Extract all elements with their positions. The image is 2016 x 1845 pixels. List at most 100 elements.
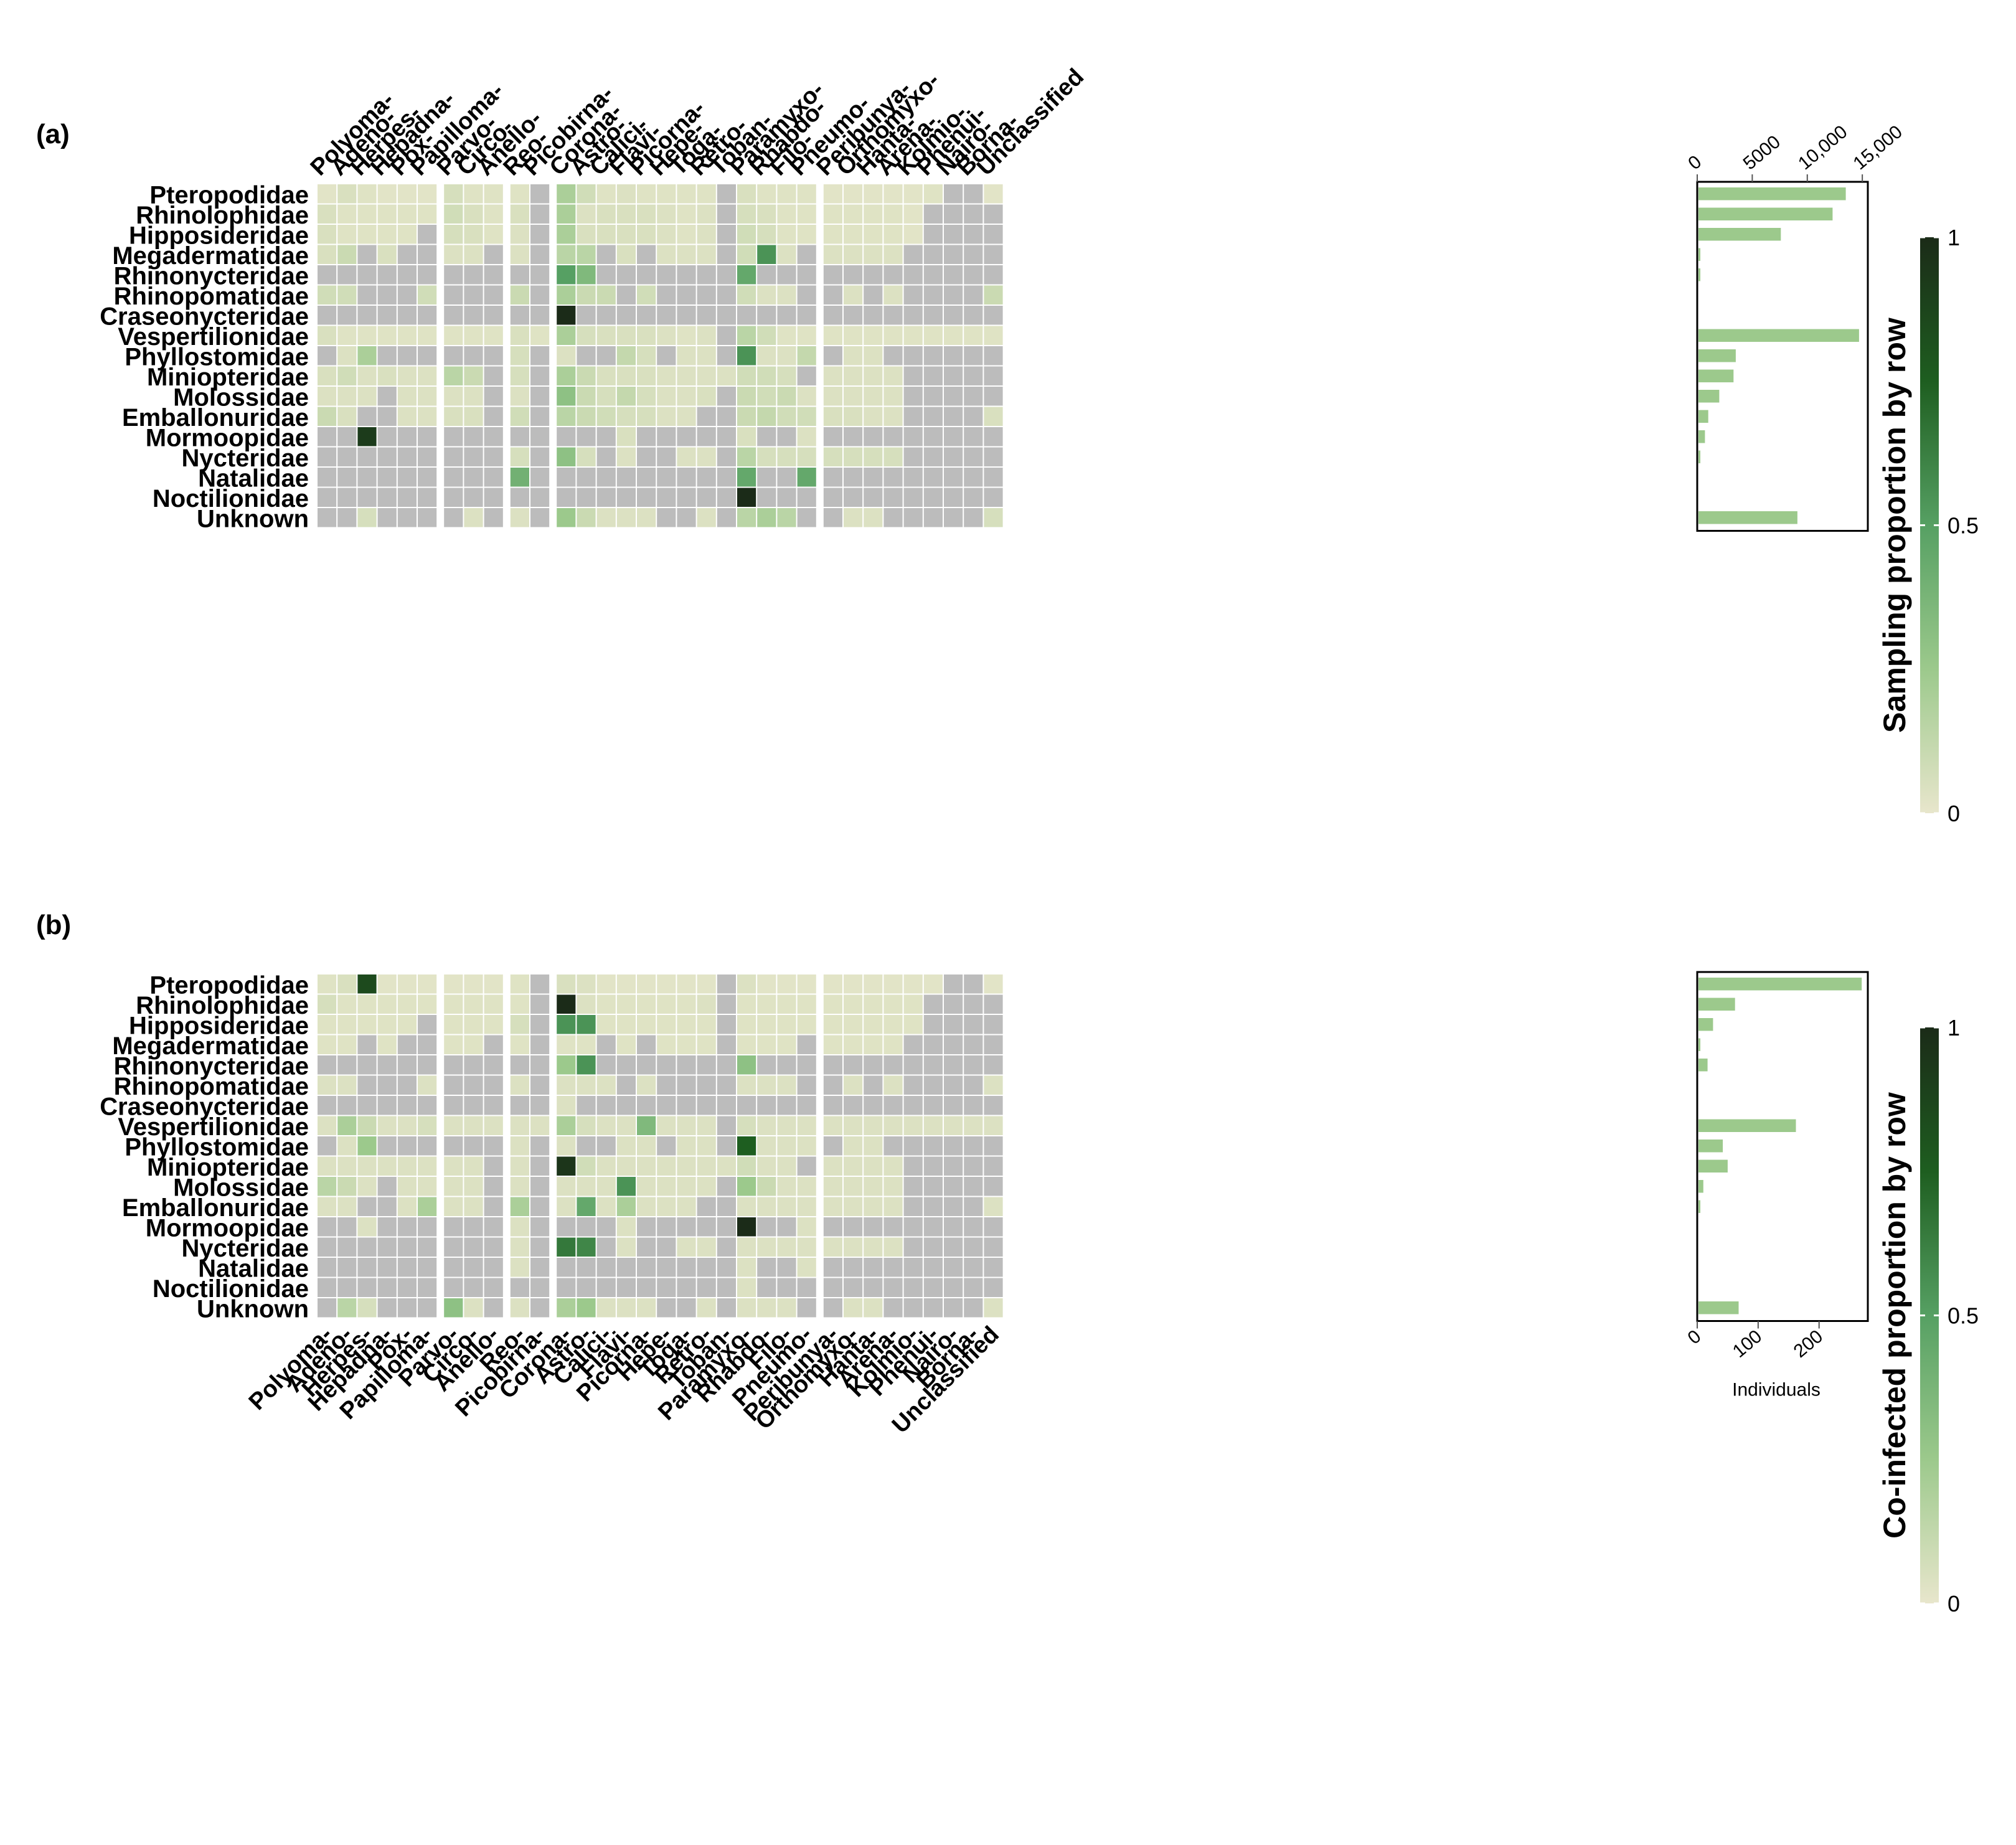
heatmap-cell (510, 326, 529, 345)
heatmap-cell (984, 468, 1003, 487)
heatmap-cell (883, 488, 903, 507)
heatmap-cell (318, 427, 337, 446)
heatmap-cell (637, 1015, 656, 1034)
heatmap-cell (823, 225, 842, 244)
heatmap-cell (677, 1136, 696, 1156)
heatmap-cell (777, 1116, 796, 1135)
heatmap-cell (337, 468, 357, 487)
heatmap-cell (757, 326, 776, 345)
heatmap-cell (823, 1096, 842, 1115)
bar (1698, 187, 1846, 201)
heatmap-cell (418, 204, 437, 224)
heatmap-cell (964, 1035, 983, 1054)
heatmap-cell (964, 488, 983, 507)
heatmap-cell (530, 508, 550, 527)
heatmap-cell (596, 1278, 616, 1297)
heatmap-cell (677, 285, 696, 304)
heatmap-cell (397, 994, 417, 1014)
heatmap-cell (903, 326, 923, 345)
row-label: Hipposideridae (129, 1012, 309, 1039)
heatmap-cell (464, 1278, 483, 1297)
heatmap-cell (823, 468, 842, 487)
heatmap-cell (637, 204, 656, 224)
bar (1698, 349, 1736, 362)
heatmap-cell (944, 427, 963, 446)
heatmap-cell (510, 184, 529, 204)
heatmap-cell (823, 1136, 842, 1156)
heatmap-cell (616, 366, 636, 385)
heatmap-cell (657, 508, 676, 527)
heatmap-cell (964, 1177, 983, 1196)
heatmap-cell (844, 407, 863, 426)
bar-axis-tick-label: 200 (1790, 1326, 1827, 1362)
heatmap-cell (797, 508, 816, 527)
heatmap-cell (797, 1035, 816, 1054)
heatmap-cell (596, 1116, 616, 1135)
heatmap-cell (637, 366, 656, 385)
heatmap-cell (964, 994, 983, 1014)
heatmap-cell (737, 407, 756, 426)
heatmap-cell (510, 488, 529, 507)
heatmap-cell (397, 326, 417, 345)
heatmap-cell (823, 1217, 842, 1237)
heatmap-cell (717, 265, 736, 285)
heatmap-cell (337, 1015, 357, 1034)
heatmap-cell (777, 1237, 796, 1257)
heatmap-cell (637, 1136, 656, 1156)
heatmap-cell (357, 468, 377, 487)
heatmap-cell (823, 407, 842, 426)
heatmap-cell (697, 994, 716, 1014)
heatmap-cell (530, 1075, 550, 1095)
heatmap-cell (757, 407, 776, 426)
row-label: Pteropodidae (149, 181, 309, 209)
heatmap-cell (823, 974, 842, 994)
heatmap-cell (484, 204, 503, 224)
heatmap-cell (464, 1156, 483, 1176)
heatmap-cell (510, 265, 529, 285)
heatmap-cell (777, 1096, 796, 1115)
heatmap-cell (717, 204, 736, 224)
heatmap-cell (717, 245, 736, 264)
heatmap-cell (557, 265, 576, 285)
heatmap-cell (717, 1136, 736, 1156)
heatmap-cell (944, 366, 963, 385)
heatmap-cell (557, 1298, 576, 1318)
heatmap-cell (418, 387, 437, 406)
bar (1698, 1200, 1700, 1213)
heatmap-cell (944, 1136, 963, 1156)
bar (1698, 1140, 1723, 1153)
heatmap-cell (616, 407, 636, 426)
heatmap-cell (844, 1116, 863, 1135)
heatmap-cell (484, 488, 503, 507)
heatmap-cell (757, 1278, 776, 1297)
heatmap-cell (444, 1096, 463, 1115)
heatmap-cell (557, 245, 576, 264)
heatmap-cell (903, 1156, 923, 1176)
heatmap-cell (637, 1237, 656, 1257)
heatmap-cell (596, 1075, 616, 1095)
row-label: Pteropodidae (149, 971, 309, 999)
heatmap-cell (964, 1298, 983, 1318)
heatmap-cell (737, 1156, 756, 1176)
heatmap-cell (337, 1075, 357, 1095)
heatmap-cell (444, 387, 463, 406)
heatmap-cell (717, 1116, 736, 1135)
heatmap-cell (984, 225, 1003, 244)
heatmap-cell (577, 326, 596, 345)
heatmap-cell (823, 1298, 842, 1318)
heatmap-cell (737, 1177, 756, 1196)
heatmap-cell (883, 285, 903, 304)
heatmap-cell (797, 346, 816, 366)
heatmap-cell (337, 1035, 357, 1054)
heatmap-cell (596, 1055, 616, 1075)
heatmap-cell (823, 1177, 842, 1196)
heatmap-cell (444, 1237, 463, 1257)
heatmap-cell (944, 245, 963, 264)
heatmap-cell (418, 407, 437, 426)
heatmap-cell (844, 447, 863, 466)
heatmap-cell (357, 1096, 377, 1115)
heatmap-cell (757, 1197, 776, 1216)
heatmap-cell (510, 447, 529, 466)
heatmap-cell (883, 1298, 903, 1318)
heatmap-cell (864, 265, 883, 285)
